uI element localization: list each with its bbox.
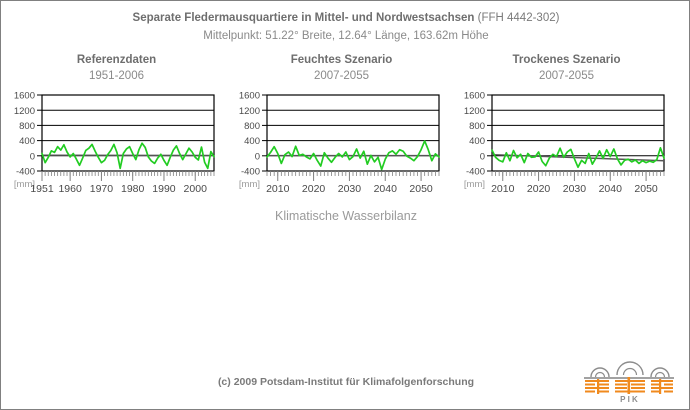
panel-period: 1951-2006 — [89, 70, 144, 82]
y-tick-label: 0 — [480, 151, 485, 162]
y-axis-unit-label: [mm] — [239, 179, 260, 190]
axis-caption: Klimatische Wasserbilanz — [275, 209, 417, 223]
x-tick-label: 1951 — [30, 183, 54, 195]
plot-area: 1600 1200 800 400 0 -400 [mm] 2010 2020 2030 2040 2… — [229, 89, 454, 201]
data-series-line — [491, 146, 665, 169]
y-tick-label: 1600 — [239, 91, 260, 102]
x-tick-label: 1970 — [90, 183, 114, 195]
x-tick-label: 1980 — [121, 183, 145, 195]
y-axis-unit-label: [mm] — [464, 179, 485, 190]
chart-panel-feuchtes-szenario: Feuchtes Szenario 2007-2055 1600 1200 800 4… — [229, 53, 454, 203]
y-tick-label: 0 — [30, 151, 35, 162]
x-tick-label: 2030 — [563, 183, 587, 195]
y-tick-label: 1200 — [239, 106, 260, 117]
plot-svg: 1600 1200 800 400 0 -400[mm] 2010 2020 2030 2040 2… — [464, 91, 665, 195]
plot-area: 1600 1200 800 400 0 -400 [mm] 2010 2020 2030 2040 2… — [454, 89, 679, 201]
copyright-text: (c) 2009 Potsdam-Institut für Klimafolge… — [217, 376, 475, 388]
panel-period: 2007-2055 — [539, 70, 594, 82]
x-tick-label: 2020 — [302, 183, 326, 195]
y-tick-label: 0 — [255, 151, 260, 162]
panel-period: 2007-2055 — [314, 70, 369, 82]
main-title: Separate Fledermausquartiere in Mittel- … — [1, 11, 689, 26]
x-tick-label: 2000 — [184, 183, 208, 195]
main-title-bold: Separate Fledermausquartiere in Mittel- … — [132, 12, 475, 24]
page-title: Separate Fledermausquartiere in Mittel- … — [1, 11, 689, 44]
chart-panel-trockenes-szenario: Trockenes Szenario 2007-2055 1600 1200 800… — [454, 53, 679, 203]
x-tick-label: 2040 — [599, 183, 623, 195]
x-tick-label: 2020 — [527, 183, 551, 195]
y-tick-label: 1200 — [464, 106, 485, 117]
y-tick-label: 1200 — [14, 106, 35, 117]
plot-svg: 1600 1200 800 400 0 -400[mm] 2010 2020 2030 2040 2… — [239, 91, 440, 195]
x-tick-label: 2010 — [491, 183, 515, 195]
y-tick-label: 800 — [469, 121, 485, 132]
logo-domes — [590, 361, 670, 378]
logo-orange-bars — [585, 377, 673, 394]
x-tick-label: 2050 — [409, 183, 433, 195]
y-tick-label: 400 — [244, 136, 260, 147]
x-tick-label: 2030 — [338, 183, 362, 195]
y-tick-label: -400 — [16, 167, 35, 178]
data-series-line — [41, 142, 215, 170]
plot-svg: 1600 1200 800 400 0 -400[mm]1951 1960 1970 1980 1… — [14, 91, 215, 195]
plot-frame — [41, 94, 215, 172]
y-axis-unit-label: [mm] — [14, 179, 35, 190]
y-tick-label: 400 — [19, 136, 35, 147]
data-series-line — [266, 140, 440, 171]
y-tick-label: -400 — [241, 167, 260, 178]
chart-panel-referenzdaten: Referenzdaten 1951-2006 1600 1200 800 400 0 -… — [4, 53, 229, 203]
x-tick-label: 2050 — [634, 183, 658, 195]
subtitle-location: Mittelpunkt: 51.22° Breite, 12.64° Länge… — [203, 30, 489, 42]
panel-title: Feuchtes Szenario — [290, 54, 393, 66]
main-title-code: (FFH 4442-302) — [477, 12, 560, 24]
y-tick-label: 1600 — [14, 91, 35, 102]
x-tick-label: 1990 — [152, 183, 176, 195]
plot-area: 1600 1200 800 400 0 -400 [mm] 1951 1960 1970 1980 1… — [4, 89, 229, 201]
y-tick-label: 800 — [244, 121, 260, 132]
pik-logo-text: P I K — [620, 395, 638, 404]
pik-logo: P I K — [579, 359, 679, 405]
panel-title: Referenzdaten — [76, 54, 157, 66]
x-tick-label: 2040 — [374, 183, 398, 195]
y-tick-label: 1600 — [464, 91, 485, 102]
panel-title: Trockenes Szenario — [512, 54, 621, 66]
x-tick-label: 1960 — [58, 183, 82, 195]
y-tick-label: 400 — [469, 136, 485, 147]
pik-logo-graphic: P I K — [584, 361, 674, 404]
x-tick-label: 2010 — [266, 183, 290, 195]
y-tick-label: 800 — [19, 121, 35, 132]
y-tick-label: -400 — [466, 167, 485, 178]
